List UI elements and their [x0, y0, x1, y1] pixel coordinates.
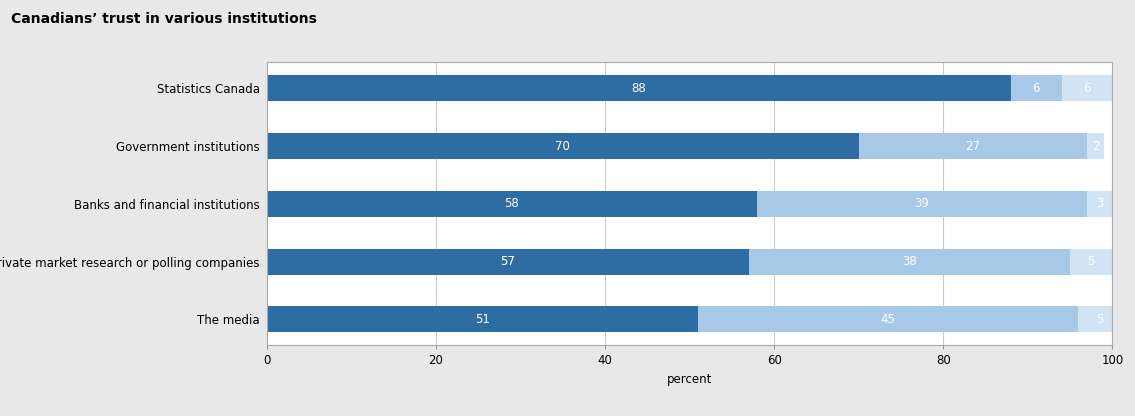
Text: 39: 39: [915, 197, 930, 210]
Bar: [267, 191, 757, 217]
Bar: [267, 75, 1011, 101]
Text: 88: 88: [631, 82, 646, 95]
Text: Canadians’ trust in various institutions: Canadians’ trust in various institutions: [11, 12, 317, 27]
Text: 6: 6: [1083, 82, 1091, 95]
Text: 5: 5: [1096, 313, 1103, 326]
Text: 3: 3: [1096, 197, 1103, 210]
Text: 27: 27: [965, 139, 981, 153]
Text: 45: 45: [881, 313, 896, 326]
Bar: [1011, 75, 1061, 101]
Bar: [1070, 249, 1112, 275]
Text: 38: 38: [902, 255, 917, 268]
Bar: [1078, 307, 1120, 332]
Text: 58: 58: [505, 197, 520, 210]
Bar: [698, 307, 1078, 332]
Bar: [757, 191, 1087, 217]
Text: 5: 5: [1087, 255, 1095, 268]
Text: 2: 2: [1092, 139, 1099, 153]
Bar: [1061, 75, 1112, 101]
Text: 70: 70: [555, 139, 570, 153]
Text: 51: 51: [474, 313, 490, 326]
Legend: Trust, Distrust, Don’t know: Trust, Distrust, Don’t know: [552, 414, 827, 416]
Bar: [749, 249, 1070, 275]
Bar: [267, 307, 698, 332]
Text: 57: 57: [501, 255, 515, 268]
Bar: [267, 249, 749, 275]
Bar: [1087, 133, 1104, 159]
Text: 6: 6: [1033, 82, 1040, 95]
X-axis label: percent: percent: [667, 373, 712, 386]
Bar: [267, 133, 859, 159]
Bar: [1087, 191, 1112, 217]
Bar: [859, 133, 1087, 159]
